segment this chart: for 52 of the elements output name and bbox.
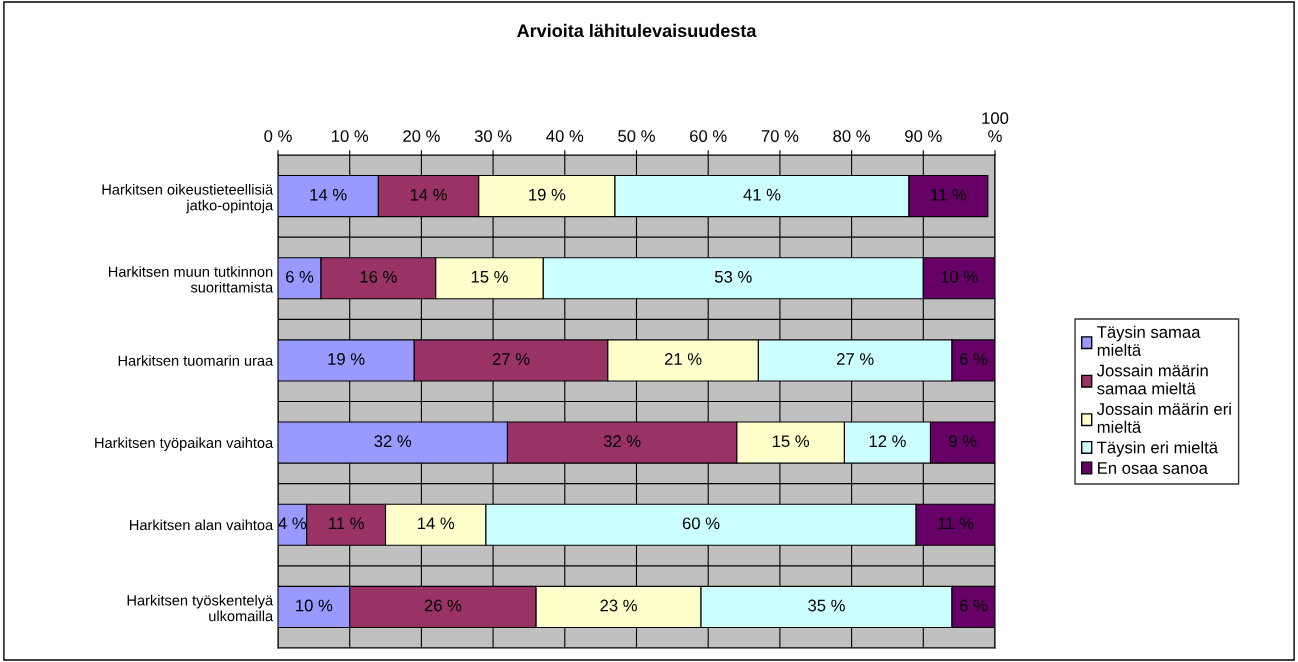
y-tick-label: Harkitsen työskentelyä ulkomailla <box>127 594 274 622</box>
legend-label: Täysin samaa mieltä <box>1097 325 1201 356</box>
data-label: 27 % <box>837 353 874 365</box>
data-label: 19 % <box>328 353 365 365</box>
data-label: 26 % <box>424 599 462 612</box>
x-tick-label: 10 % <box>331 130 369 142</box>
x-tick-label: 100 % <box>982 112 1009 142</box>
x-tick-label: 50 % <box>618 130 655 142</box>
data-label: 32 % <box>603 435 641 448</box>
legend-label: Täysin eri mieltä <box>1097 441 1219 457</box>
data-label: 11 % <box>329 517 364 530</box>
x-tick-label: 70 % <box>761 130 799 142</box>
x-tick-label: 0 % <box>264 130 292 142</box>
data-label: 12 % <box>869 435 906 447</box>
data-label: 23 % <box>600 599 637 612</box>
data-label: 11 % <box>938 517 974 530</box>
data-label: 9 % <box>949 435 977 448</box>
data-label: 10 % <box>941 270 978 283</box>
data-label: 53 % <box>714 270 752 283</box>
x-tick-label: 20 % <box>403 130 440 142</box>
x-tick-label: 60 % <box>690 130 727 142</box>
chart-title: Arvioita lähitulevaisuudesta <box>517 23 757 38</box>
y-tick-label: Harkitsen muun tutkinnon suorittamista <box>108 266 274 293</box>
data-label: 21 % <box>664 353 702 365</box>
x-tick-label: 90 % <box>905 130 942 142</box>
data-label: 15 % <box>471 270 508 283</box>
data-label: 10 % <box>296 599 333 612</box>
data-label: 6 % <box>959 353 988 365</box>
data-label: 27 % <box>492 353 530 365</box>
data-label: 15 % <box>772 435 810 448</box>
y-tick-label: Harkitsen oikeustieteellisiä jatko-opintoja <box>102 184 274 214</box>
data-label: 16 % <box>360 270 397 283</box>
legend-label: En osaa sanoa <box>1098 462 1208 474</box>
legend-label: Jossain määrin eri mieltä <box>1096 402 1231 433</box>
x-tick-label: 40 % <box>546 130 584 142</box>
data-label: 14 % <box>410 188 447 201</box>
data-label: 60 % <box>682 517 720 530</box>
data-label: 11 % <box>931 188 967 201</box>
y-tick-label: Harkitsen tuomarin uraa <box>118 355 274 366</box>
x-tick-label: 30 % <box>474 130 512 142</box>
data-label: 6 % <box>959 599 988 612</box>
data-label: 41 % <box>743 188 781 201</box>
y-tick-label: Harkitsen alan vaihtoa <box>130 519 274 531</box>
y-tick-label: Harkitsen työpaikan vaihtoa <box>95 437 274 451</box>
data-label: 6 % <box>286 270 314 283</box>
data-label: 32 % <box>374 435 412 448</box>
legend-label: Jossain määrin samaa mieltä <box>1096 364 1208 395</box>
data-label: 19 % <box>529 188 566 201</box>
data-label: 14 % <box>310 188 347 201</box>
data-label: 14 % <box>418 517 455 530</box>
data-label: 35 % <box>808 599 845 612</box>
x-tick-label: 80 % <box>833 130 870 142</box>
